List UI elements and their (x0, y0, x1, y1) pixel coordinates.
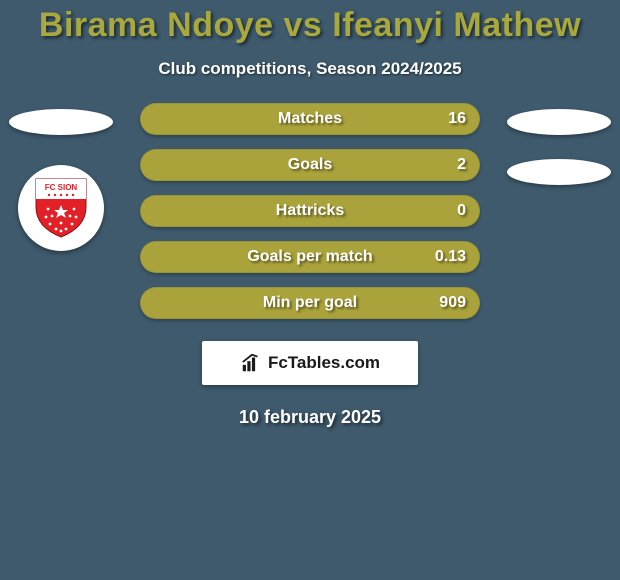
stat-value: 909 (439, 294, 466, 312)
stat-bar: Matches 16 (140, 103, 480, 135)
stat-label: Matches (278, 110, 342, 128)
stat-label: Goals per match (247, 248, 372, 266)
date-text: 10 february 2025 (0, 407, 620, 428)
stat-value: 16 (448, 110, 466, 128)
player-name-oval (507, 109, 611, 135)
svg-text:FC SION: FC SION (45, 183, 78, 192)
comparison-infographic: Birama Ndoye vs Ifeanyi Mathew Club comp… (0, 0, 620, 580)
subtitle: Club competitions, Season 2024/2025 (0, 59, 620, 79)
club-logo-fc-sion: FC SION (18, 165, 104, 251)
chart-icon (240, 352, 262, 374)
content-area: FC SION (0, 103, 620, 428)
player-name-oval (507, 159, 611, 185)
stat-bar: Goals 2 (140, 149, 480, 181)
brand-badge: FcTables.com (202, 341, 418, 385)
stat-bar: Hattricks 0 (140, 195, 480, 227)
left-player-column: FC SION (6, 109, 116, 251)
stats-bars: Matches 16 Goals 2 Hattricks 0 Goals per… (140, 103, 480, 319)
stat-value: 0.13 (435, 248, 466, 266)
stat-value: 2 (457, 156, 466, 174)
player-name-oval (9, 109, 113, 135)
stat-label: Goals (288, 156, 332, 174)
page-title: Birama Ndoye vs Ifeanyi Mathew (0, 0, 620, 45)
stat-value: 0 (457, 202, 466, 220)
shield-icon: FC SION (34, 177, 88, 239)
stat-label: Min per goal (263, 294, 357, 312)
stat-label: Hattricks (276, 202, 344, 220)
brand-text: FcTables.com (268, 353, 380, 373)
stat-bar: Min per goal 909 (140, 287, 480, 319)
right-player-column (504, 109, 614, 185)
stat-bar: Goals per match 0.13 (140, 241, 480, 273)
